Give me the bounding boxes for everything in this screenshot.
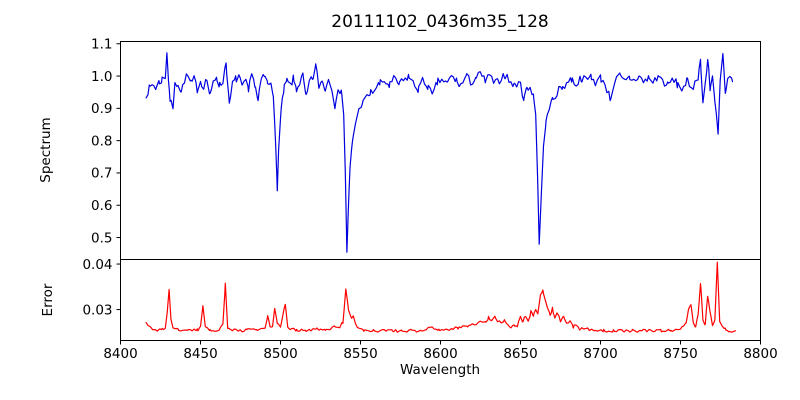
- y-tick-label: 0.8: [91, 133, 112, 149]
- x-axis-label: Wavelength: [399, 362, 481, 378]
- y-tick-label: 0.6: [91, 198, 112, 214]
- chart-title: 20111102_0436m35_128: [331, 12, 549, 32]
- y-tick-label: 0.5: [91, 230, 112, 246]
- x-tick-label: 8700: [583, 346, 617, 362]
- error-line: [145, 261, 737, 333]
- y-tick-label: 0.03: [82, 302, 112, 318]
- y-tick-label: 1.0: [91, 69, 112, 85]
- y-tick-label: 1.1: [91, 36, 112, 52]
- y-tick-label: 0.7: [91, 166, 112, 182]
- x-tick-label: 8400: [103, 346, 137, 362]
- spectrum-line: [145, 52, 734, 253]
- spectrum-axes-box: [120, 41, 761, 260]
- x-tick-label: 8450: [183, 346, 217, 362]
- x-tick-label: 8550: [343, 346, 377, 362]
- y-tick-label: 0.9: [91, 101, 112, 117]
- error-y-ticks: 0.03 0.04: [82, 257, 121, 318]
- x-tick-label: 8600: [423, 346, 457, 362]
- y-tick-label: 0.04: [82, 257, 112, 273]
- x-tick-label: 8750: [663, 346, 697, 362]
- error-axes-box: [120, 259, 761, 341]
- x-axis-ticks: 8400 8450 8500 8550 8600 8650 8700 8750 8800: [103, 340, 778, 362]
- x-tick-label: 8650: [503, 346, 537, 362]
- x-tick-label: 8800: [743, 346, 777, 362]
- x-tick-label: 8500: [263, 346, 297, 362]
- spectrum-y-ticks: 0.5 0.6 0.7 0.8 0.9 1.0 1.1: [91, 36, 121, 246]
